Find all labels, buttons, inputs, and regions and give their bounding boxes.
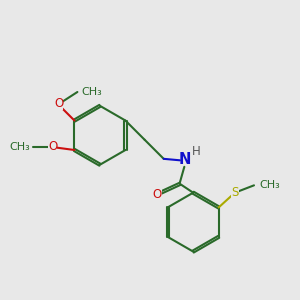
Text: H: H	[192, 145, 201, 158]
Text: CH₃: CH₃	[259, 180, 280, 190]
Text: O: O	[48, 140, 57, 153]
Text: N: N	[178, 152, 190, 167]
Text: O: O	[54, 97, 63, 110]
Text: CH₃: CH₃	[9, 142, 30, 152]
Text: S: S	[232, 186, 239, 199]
Text: O: O	[153, 188, 162, 201]
Text: CH₃: CH₃	[81, 87, 102, 97]
